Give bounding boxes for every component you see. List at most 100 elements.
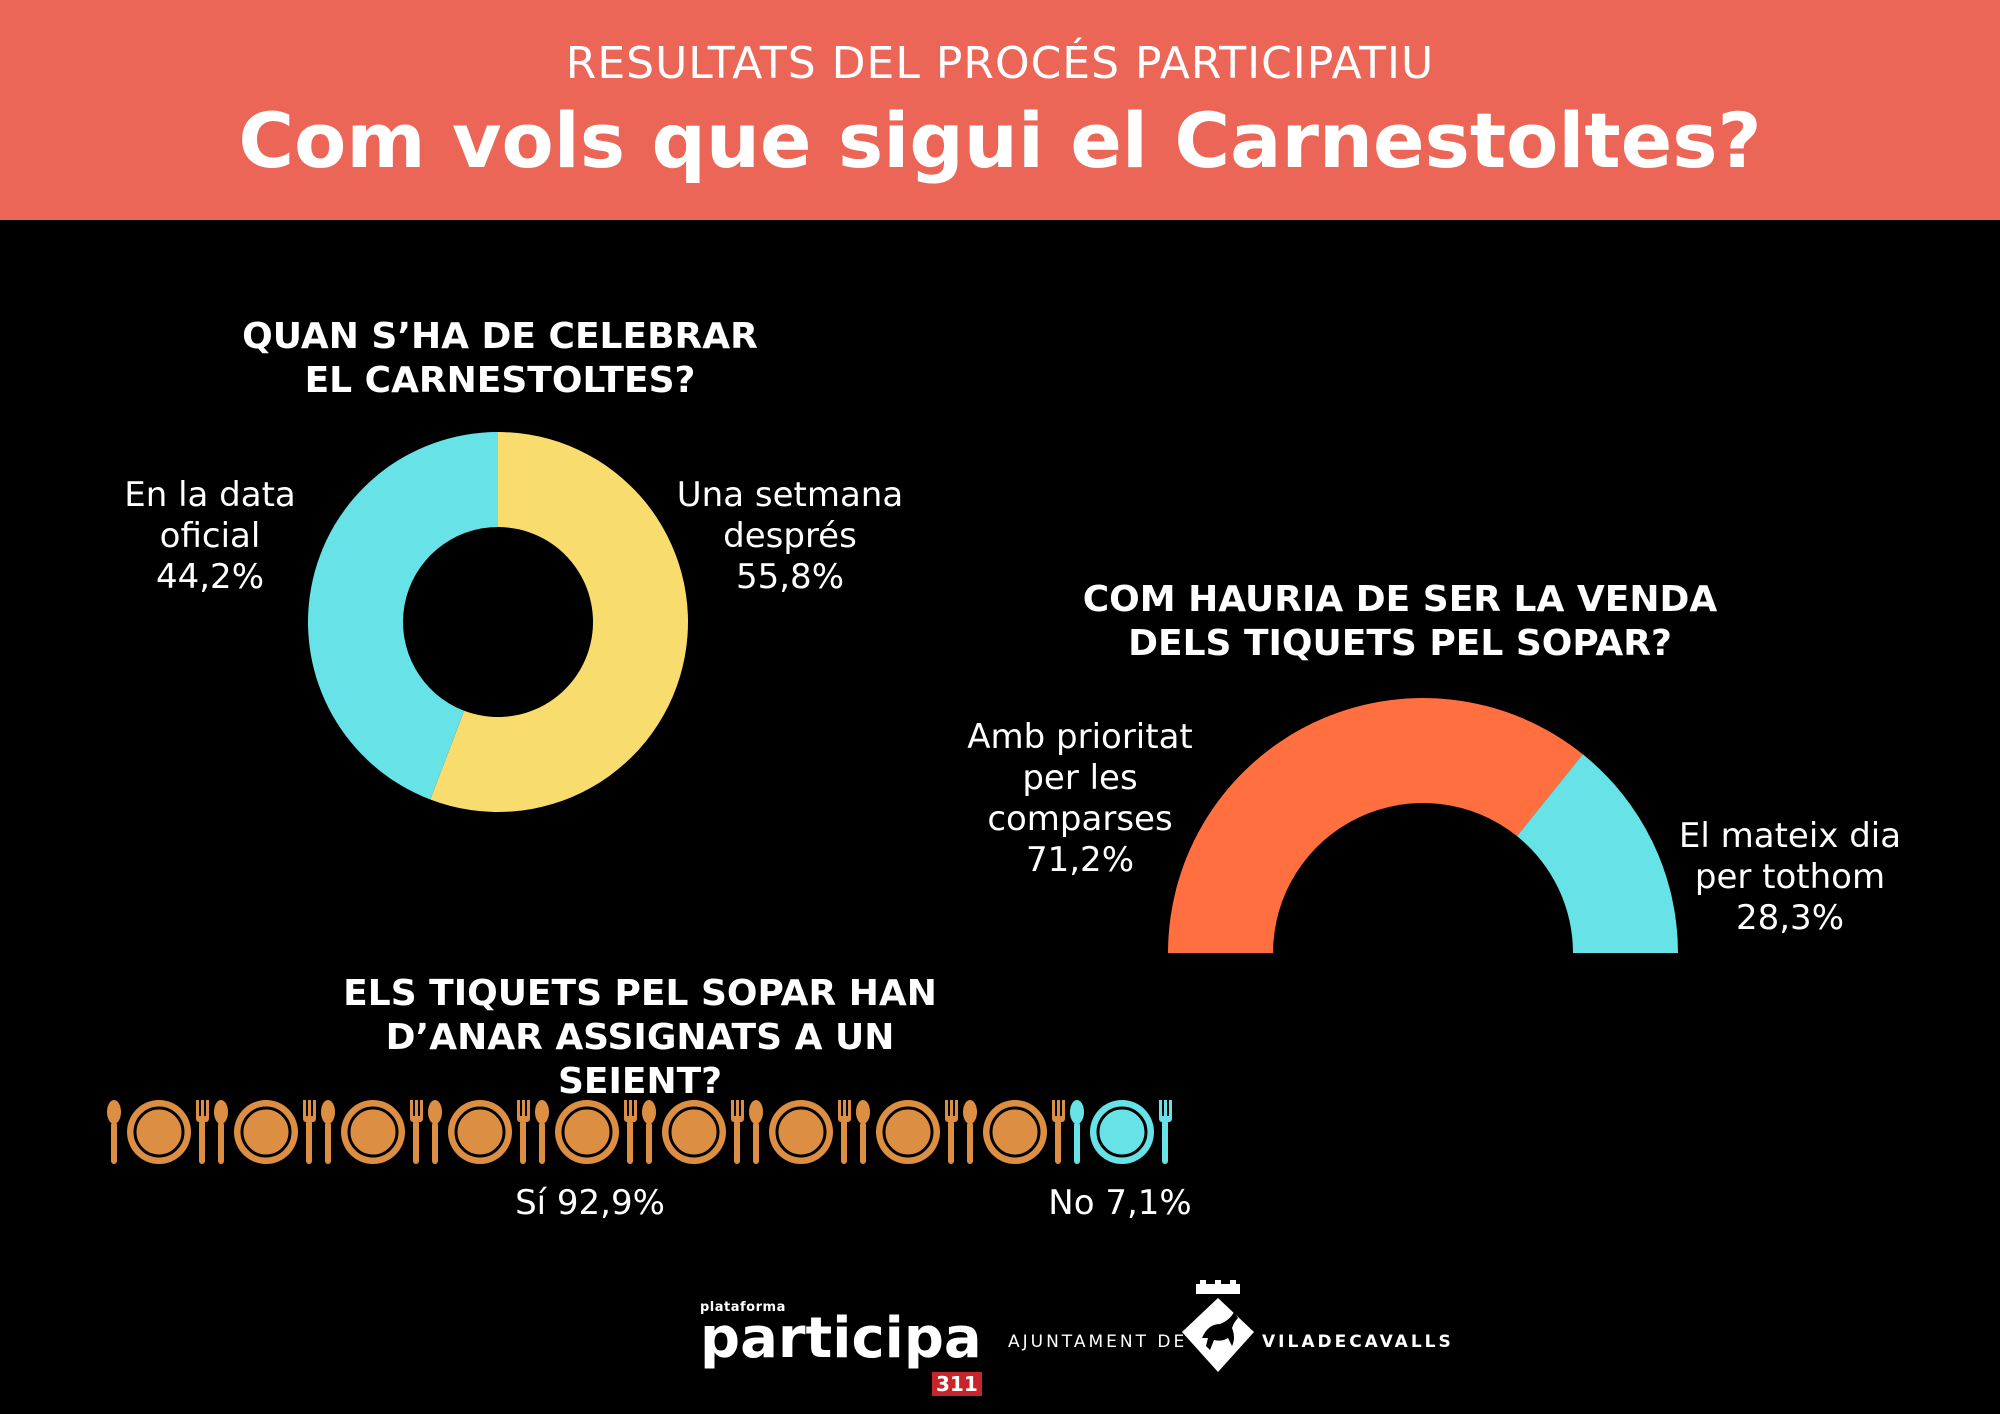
plate-rim <box>775 1106 827 1158</box>
header-title: Com vols que sigui el Carnestoltes? <box>238 96 1762 185</box>
spoon-icon <box>856 1100 870 1124</box>
fork-tine <box>848 1100 851 1118</box>
spoon-icon <box>749 1100 763 1124</box>
spoon-handle <box>111 1122 117 1164</box>
fork-tine <box>950 1100 953 1118</box>
plate-icon <box>234 1100 298 1164</box>
fork-tine <box>308 1100 311 1118</box>
chart1-label-setmana-value: 55,8% <box>735 557 844 597</box>
fork-neck <box>731 1116 744 1122</box>
fork-tine <box>1052 1100 1055 1118</box>
fork-icon <box>1162 1120 1168 1164</box>
ajuntament-name: VILADECAVALLS <box>1262 1332 1454 1352</box>
chart1-label-setmana-text: Una setmana després <box>676 475 904 556</box>
fork-icon <box>306 1120 312 1164</box>
fork-icon <box>199 1120 205 1164</box>
fork-tine <box>1057 1100 1060 1118</box>
plate-icon <box>983 1100 1047 1164</box>
fork-icon <box>734 1120 740 1164</box>
fork-tine <box>522 1100 525 1118</box>
spoon-handle <box>860 1122 866 1164</box>
fork-neck <box>1052 1116 1065 1122</box>
spoon-icon <box>1070 1100 1084 1124</box>
header-supertitle: RESULTATS DEL PROCÉS PARTICIPATIU <box>565 38 1435 89</box>
chart2-label-prioritat-value: 71,2% <box>1025 840 1134 880</box>
fork-neck <box>410 1116 423 1122</box>
chart1-label-setmana: Una setmana després 55,8% <box>660 475 920 598</box>
chart1-title: QUAN S’HA DE CELEBRAR EL CARNESTOLTES? <box>242 316 758 401</box>
fork-icon <box>948 1120 954 1164</box>
fork-tine <box>629 1100 632 1118</box>
fork-tine <box>1159 1100 1162 1118</box>
spoon-handle <box>539 1122 545 1164</box>
chart3-label-no: No 7,1% <box>1048 1183 1192 1223</box>
fork-neck <box>1159 1116 1172 1122</box>
plate-icon <box>448 1100 512 1164</box>
fork-neck <box>196 1116 209 1122</box>
fork-tine <box>1169 1100 1172 1118</box>
fork-icon <box>627 1120 633 1164</box>
fork-icon <box>520 1120 526 1164</box>
chart1-label-oficial-value: 44,2% <box>155 557 264 597</box>
plate-rim <box>1096 1106 1148 1158</box>
spoon-icon <box>963 1100 977 1124</box>
spoon-icon <box>428 1100 442 1124</box>
chart1-label-oficial: En la data oficial 44,2% <box>110 475 310 598</box>
chart2-label-mateix: El mateix dia per tothom 28,3% <box>1670 816 1910 939</box>
fork-tine <box>201 1100 204 1118</box>
fork-neck <box>945 1116 958 1122</box>
fork-tine <box>313 1100 316 1118</box>
participa-logo-number: 311 <box>931 1372 982 1396</box>
fork-tine <box>843 1100 846 1118</box>
plate-rim <box>668 1106 720 1158</box>
chart1-label-oficial-text: En la data oficial <box>124 475 296 556</box>
donut-slice-0 <box>430 432 688 812</box>
chart3-label-si: Sí 92,9% <box>515 1183 665 1223</box>
fork-tine <box>1062 1100 1065 1118</box>
plate-rim <box>561 1106 613 1158</box>
fork-tine <box>838 1100 841 1118</box>
plate-icon <box>1090 1100 1154 1164</box>
fork-tine <box>420 1100 423 1118</box>
spoon-handle <box>967 1122 973 1164</box>
fork-tine <box>527 1100 530 1118</box>
plate-rim <box>882 1106 934 1158</box>
participa-logo-big: participa <box>700 1306 982 1371</box>
fork-tine <box>196 1100 199 1118</box>
chart2-label-prioritat-text: Amb prioritat per les comparses <box>967 717 1193 839</box>
semi-donut-slice-0 <box>1168 697 1583 953</box>
participa-logo-small: plataforma <box>700 1300 786 1315</box>
chart2-label-mateix-text: El mateix dia per tothom <box>1678 816 1902 897</box>
fork-neck <box>517 1116 530 1122</box>
fork-neck <box>624 1116 637 1122</box>
plate-rim <box>133 1106 185 1158</box>
fork-tine <box>634 1100 637 1118</box>
spoon-icon <box>107 1100 121 1124</box>
fork-tine <box>206 1100 209 1118</box>
fork-tine <box>410 1100 413 1118</box>
plate-rim <box>454 1106 506 1158</box>
plate-icon <box>769 1100 833 1164</box>
chart2-label-mateix-value: 28,3% <box>1735 898 1844 938</box>
fork-tine <box>945 1100 948 1118</box>
plate-rim <box>989 1106 1041 1158</box>
ajuntament-prefix: AJUNTAMENT DE <box>1008 1332 1188 1352</box>
fork-tine <box>303 1100 306 1118</box>
chart2-title: COM HAURIA DE SER LA VENDA DELS TIQUETS … <box>1082 579 1718 664</box>
spoon-handle <box>218 1122 224 1164</box>
spoon-icon <box>214 1100 228 1124</box>
spoon-icon <box>535 1100 549 1124</box>
viladecavalls-shield-icon <box>1182 1280 1254 1372</box>
fork-tine <box>624 1100 627 1118</box>
fork-icon <box>413 1120 419 1164</box>
spoon-handle <box>646 1122 652 1164</box>
spoon-icon <box>642 1100 656 1124</box>
donut-slice-1 <box>307 432 498 800</box>
fork-neck <box>303 1116 316 1122</box>
plate-icon <box>555 1100 619 1164</box>
semi-donut-slice-1 <box>1516 754 1678 953</box>
participa-logo: plataforma participa 311 <box>700 1300 982 1396</box>
spoon-handle <box>1074 1122 1080 1164</box>
fork-tine <box>415 1100 418 1118</box>
